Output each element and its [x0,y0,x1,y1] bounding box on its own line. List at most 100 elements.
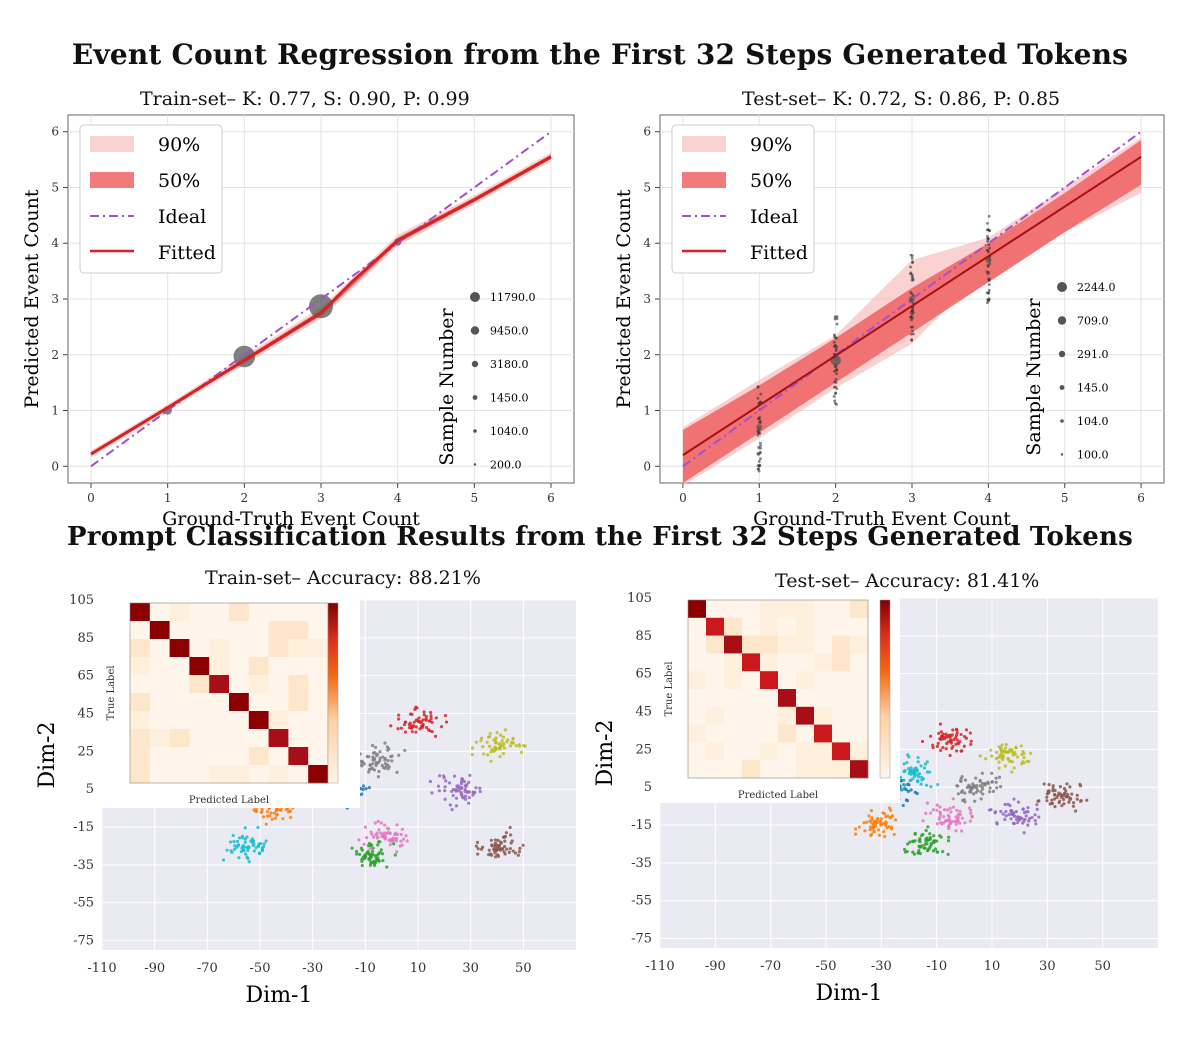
size-legend-marker [470,326,480,335]
confusion-cell [288,711,309,730]
cluster-point [916,779,920,784]
cluster-point [371,762,375,766]
cluster-point [390,759,394,763]
cluster-point [274,808,278,813]
cluster-point [488,731,492,736]
scatter-point [987,283,991,286]
cluster-point [439,725,444,729]
cluster-point [509,740,514,745]
cluster-point [999,809,1003,814]
confusion-cell [814,617,833,636]
cluster-point [1078,784,1083,788]
confusion-cell [149,621,170,640]
cluster-point [1003,746,1008,750]
cluster-point [260,849,264,853]
cluster-point [355,852,359,856]
confusion-cell [268,603,289,622]
cluster-point [451,788,455,792]
x-tick-label: 30 [1039,959,1056,974]
cluster-point [1004,814,1008,818]
cluster-point [922,766,927,770]
size-legend-marker [1058,350,1066,358]
cluster-point [990,771,994,775]
cluster-point [935,839,939,843]
cluster-point [465,783,469,787]
cluster-point [367,755,371,759]
confusion-cell [189,657,210,676]
confusion-cell [796,689,815,708]
confusion-cell [229,747,250,766]
cluster-point [498,847,502,851]
cluster-point [487,735,491,739]
confusion-cell [724,706,743,725]
cluster-point [948,806,952,810]
scatter-point [835,387,839,390]
confusion-cell [248,693,269,712]
x-tick-label: 10 [984,959,1001,974]
inset-x-label: Predicted Label [738,790,818,801]
cluster-point [496,853,500,857]
cluster-point [494,855,498,859]
confusion-cell [742,600,761,619]
confusion-cell [229,711,250,730]
cluster-point [403,730,408,734]
cluster-point [412,720,416,724]
cluster-point [371,751,376,755]
confusion-cell [850,653,869,672]
cluster-point [980,785,984,789]
confusion-cell [760,617,779,636]
scatter-point [832,395,836,398]
cluster-point [1014,817,1019,822]
cluster-point [980,771,984,775]
cluster-point [454,796,459,800]
cluster-point [397,753,401,757]
cluster-point [399,726,403,730]
cluster-point [1000,743,1004,747]
cluster-point [919,775,924,779]
scatter-point [835,345,839,349]
confusion-cell [832,689,851,708]
confusion-cell [248,657,269,676]
y-tick-label: 105 [69,593,94,608]
cluster-point [414,730,418,734]
cluster-point [1009,809,1014,813]
cluster-point [916,760,920,764]
cluster-point [941,732,945,736]
confusion-cell [796,635,815,654]
cluster-point [376,859,381,863]
legend-label: Ideal [750,206,798,228]
cluster-point [381,755,385,759]
size-legend-label: 291.0 [1077,348,1109,361]
cluster-point [862,821,866,825]
cluster-point [884,823,888,827]
cluster-point [489,759,493,763]
cluster-point [1042,782,1046,786]
confusion-cell [229,603,250,622]
cluster-point [931,746,935,750]
cluster-point [243,826,247,830]
scatter-point [910,256,914,260]
test-regression-title: Test-set– K: 0.72, S: 0.86, P: 0.85 [742,88,1061,110]
cluster-point [884,815,888,819]
cluster-point [363,853,367,857]
size-legend-label: 1040.0 [490,425,529,438]
cluster-point [381,858,385,863]
cluster-point [974,786,979,790]
cluster-point [868,819,872,823]
cluster-point [230,850,234,854]
cluster-point [1013,814,1017,818]
cluster-point [508,825,512,830]
confusion-cell [189,747,210,766]
confusion-cell [169,693,190,712]
cluster-point [507,850,511,854]
cluster-point [969,787,973,792]
confusion-cell [706,742,725,761]
cluster-point [923,762,928,766]
cluster-point [873,819,877,823]
cluster-point [467,801,471,805]
confusion-cell [268,765,289,784]
cluster-point [1008,803,1012,808]
cluster-point [396,727,400,731]
cluster-point [964,728,969,732]
cluster-point [949,739,954,743]
